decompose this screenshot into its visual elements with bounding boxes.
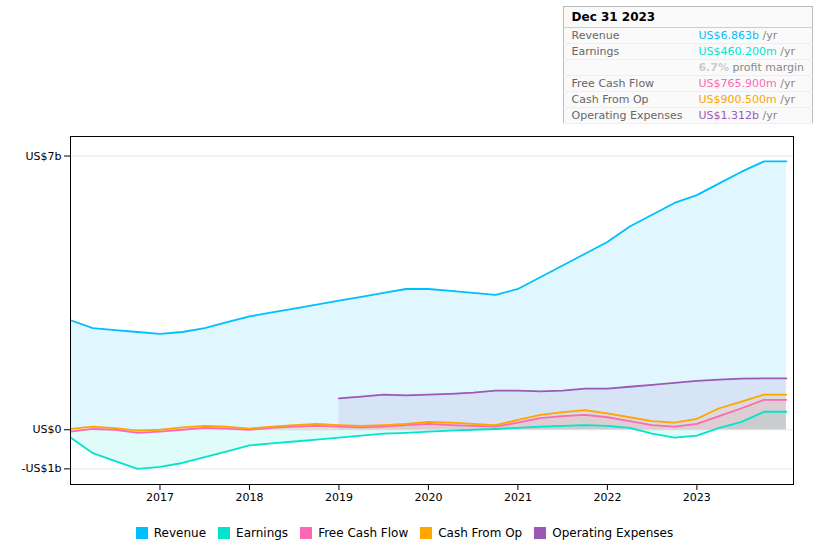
svg-text:2023: 2023 — [683, 491, 711, 504]
svg-text:-US$1b: -US$1b — [22, 462, 62, 475]
html-text:US$1.312b /yr: US$1.312b /yr — [698, 109, 778, 122]
html-text:Earnings: Earnings — [236, 525, 289, 540]
svg-text:US$0: US$0 — [32, 423, 61, 436]
html-text:Earnings: Earnings — [571, 45, 620, 58]
html-text:6.7% profit margin: 6.7% profit margin — [698, 61, 804, 74]
svg-text:2021: 2021 — [504, 491, 532, 504]
html-text:Free Cash Flow: Free Cash Flow — [318, 525, 409, 540]
html-text:Revenue: Revenue — [153, 525, 206, 540]
html-text:Free Cash Flow: Free Cash Flow — [571, 77, 655, 90]
html-text:US$765.900m /yr: US$765.900m /yr — [698, 77, 795, 90]
html-text:Dec 31 2023: Dec 31 2023 — [571, 10, 656, 24]
html-text:US$460.200m /yr: US$460.200m /yr — [698, 45, 795, 58]
html-text:Revenue: Revenue — [571, 29, 620, 42]
html-text:US$6.863b /yr: US$6.863b /yr — [698, 29, 778, 42]
html-text:Operating Expenses: Operating Expenses — [552, 525, 674, 540]
html-text:Cash From Op: Cash From Op — [571, 93, 649, 106]
svg-text:2022: 2022 — [593, 491, 621, 504]
svg-text:2018: 2018 — [235, 491, 263, 504]
html-text:Cash From Op: Cash From Op — [438, 525, 523, 540]
html-text:Operating Expenses: Operating Expenses — [571, 109, 683, 122]
svg-text:2019: 2019 — [325, 491, 353, 504]
svg-text:2020: 2020 — [414, 491, 442, 504]
html-text:US$900.500m /yr: US$900.500m /yr — [698, 93, 795, 106]
svg-text:2017: 2017 — [146, 491, 174, 504]
svg-text:US$7b: US$7b — [25, 150, 61, 163]
